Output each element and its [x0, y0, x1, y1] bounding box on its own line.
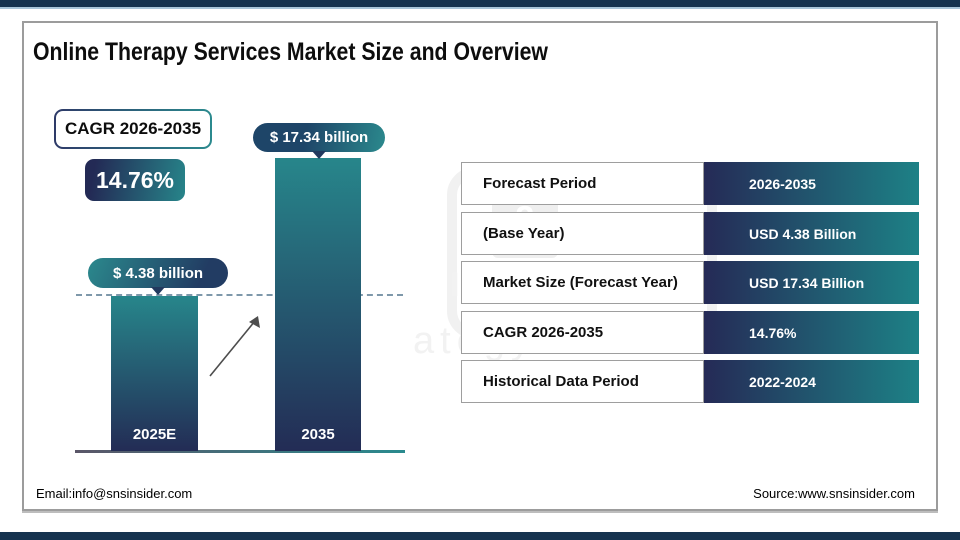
bar-2025e: 2025E [111, 296, 198, 451]
source-text: Source:www.snsinsider.com [753, 486, 915, 501]
table-row-label: Historical Data Period [461, 360, 704, 403]
contact-email-text: Email:info@snsinsider.com [36, 486, 193, 501]
value-callout-2035: $ 17.34 billion [253, 123, 385, 152]
bar-2035-label: 2035 [301, 426, 335, 443]
cagr-value-badge: 14.76% [85, 159, 185, 201]
growth-arrow-icon [209, 316, 260, 377]
bar-2025e-label: 2025E [132, 426, 177, 443]
callout-pointer-2035 [312, 151, 326, 159]
page-title: Online Therapy Services Market Size and … [33, 38, 548, 66]
top-accent-bar [0, 0, 960, 9]
reference-dashed-line [76, 294, 403, 296]
cagr-period-box: CAGR 2026-2035 [54, 109, 212, 149]
table-row-value: USD 17.34 Billion [704, 261, 919, 304]
callout-pointer-2025e [151, 287, 165, 295]
table-row-value: 2026-2035 [704, 162, 919, 205]
table-row-label: (Base Year) [461, 212, 704, 255]
bottom-accent-bar [0, 532, 960, 540]
table-row: CAGR 2026-2035 14.76% [461, 311, 919, 354]
table-row: Historical Data Period 2022-2024 [461, 360, 919, 403]
cagr-period-label: CAGR 2026-2035 [56, 111, 210, 147]
table-row-value: 2022-2024 [704, 360, 919, 403]
table-row-label: CAGR 2026-2035 [461, 311, 704, 354]
table-row-label: Market Size (Forecast Year) [461, 261, 704, 304]
table-row: (Base Year) USD 4.38 Billion [461, 212, 919, 255]
table-row-label: Forecast Period [461, 162, 704, 205]
table-row-value: 14.76% [704, 311, 919, 354]
table-row: Forecast Period 2026-2035 [461, 162, 919, 205]
chart-baseline [75, 450, 405, 453]
table-row: Market Size (Forecast Year) USD 17.34 Bi… [461, 261, 919, 304]
table-row-value: USD 4.38 Billion [704, 212, 919, 255]
bar-2035: 2035 [275, 158, 361, 451]
value-callout-2025e: $ 4.38 billion [88, 258, 228, 288]
